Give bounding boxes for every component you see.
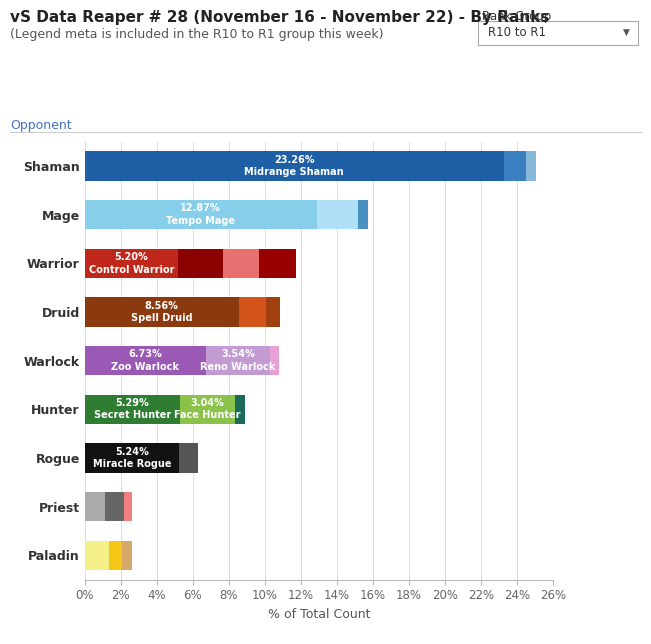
Text: Opponent: Opponent bbox=[10, 119, 72, 132]
Text: 12.87%
Tempo Mage: 12.87% Tempo Mage bbox=[166, 204, 235, 226]
Text: 5.20%
Control Warrior: 5.20% Control Warrior bbox=[89, 252, 174, 274]
Bar bbox=[239, 298, 266, 327]
Text: (Legend meta is included in the R10 to R1 group this week): (Legend meta is included in the R10 to R… bbox=[10, 28, 383, 41]
Text: ▼: ▼ bbox=[624, 28, 630, 37]
Bar bbox=[85, 298, 239, 327]
Bar bbox=[270, 346, 279, 375]
Text: 3.04%
Face Hunter: 3.04% Face Hunter bbox=[174, 398, 241, 421]
Bar bbox=[504, 151, 525, 180]
Bar bbox=[266, 298, 281, 327]
Text: 8.56%
Spell Druid: 8.56% Spell Druid bbox=[131, 301, 193, 323]
Text: Rank Group: Rank Group bbox=[482, 10, 551, 23]
Bar bbox=[85, 346, 206, 375]
Bar bbox=[260, 249, 296, 278]
Bar bbox=[85, 492, 105, 521]
Text: 3.54%
Reno Warlock: 3.54% Reno Warlock bbox=[200, 350, 275, 372]
Bar bbox=[122, 541, 132, 570]
Text: 6.73%
Zoo Warlock: 6.73% Zoo Warlock bbox=[111, 350, 179, 372]
Bar bbox=[85, 200, 316, 229]
Bar bbox=[525, 151, 536, 180]
Text: vS Data Reaper # 28 (November 16 - November 22) - By Ranks: vS Data Reaper # 28 (November 16 - Novem… bbox=[10, 10, 549, 24]
Text: 23.26%
Midrange Shaman: 23.26% Midrange Shaman bbox=[245, 155, 344, 177]
Bar bbox=[85, 249, 178, 278]
Text: R10 to R1: R10 to R1 bbox=[488, 26, 546, 39]
Bar bbox=[223, 249, 260, 278]
Bar bbox=[316, 200, 358, 229]
Bar bbox=[109, 541, 122, 570]
Bar bbox=[206, 346, 270, 375]
Bar bbox=[85, 541, 109, 570]
Bar bbox=[235, 395, 245, 424]
Bar bbox=[179, 443, 198, 473]
Bar bbox=[358, 200, 368, 229]
Bar bbox=[85, 151, 504, 180]
Bar bbox=[85, 395, 180, 424]
Bar bbox=[178, 249, 223, 278]
Text: 5.24%
Miracle Rogue: 5.24% Miracle Rogue bbox=[92, 447, 171, 469]
Bar bbox=[105, 492, 124, 521]
Bar bbox=[180, 395, 235, 424]
Bar bbox=[124, 492, 132, 521]
X-axis label: % of Total Count: % of Total Count bbox=[268, 608, 370, 621]
Bar bbox=[85, 443, 179, 473]
Text: 5.29%
Secret Hunter: 5.29% Secret Hunter bbox=[94, 398, 171, 421]
